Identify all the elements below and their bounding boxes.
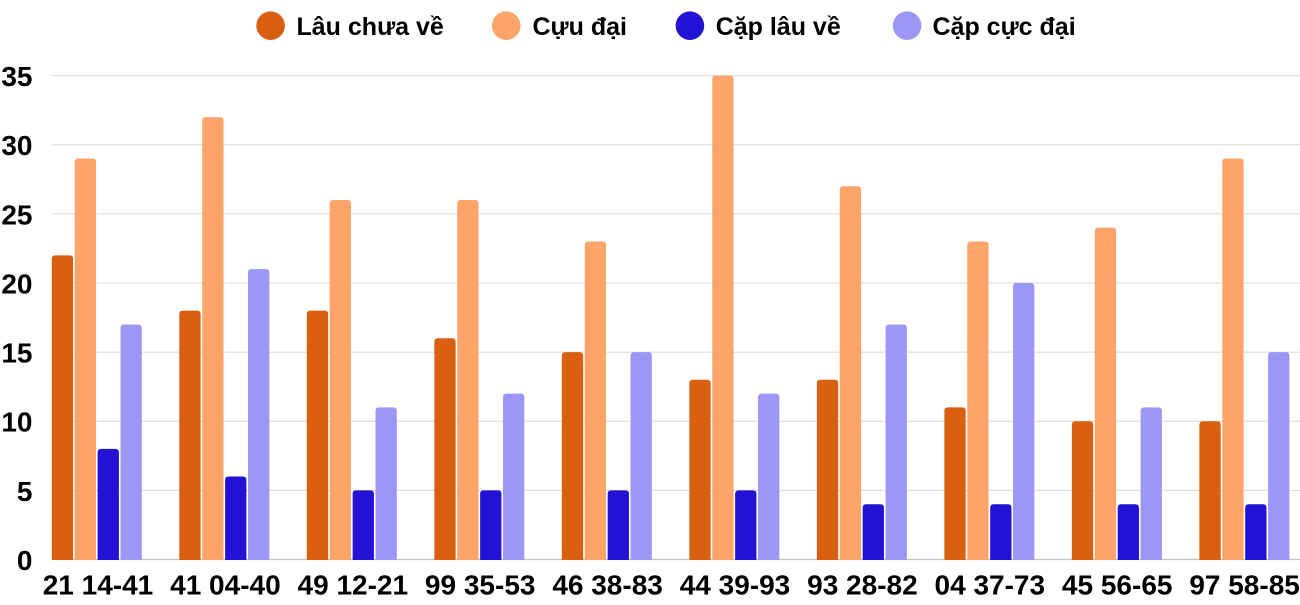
svg-text:Cặp lâu về: Cặp lâu về (716, 13, 841, 41)
svg-text:10: 10 (1, 407, 32, 438)
svg-text:15: 15 (1, 338, 32, 369)
svg-text:45 56-65: 45 56-65 (1062, 570, 1173, 601)
svg-text:0: 0 (17, 545, 33, 576)
svg-text:20: 20 (1, 268, 32, 299)
svg-text:46 38-83: 46 38-83 (552, 570, 663, 601)
svg-text:Cựu đại: Cựu đại (533, 13, 628, 41)
svg-text:30: 30 (1, 130, 32, 161)
svg-text:41 04-40: 41 04-40 (170, 570, 281, 601)
svg-text:5: 5 (17, 476, 33, 507)
svg-text:04 37-73: 04 37-73 (935, 570, 1046, 601)
svg-text:99 35-53: 99 35-53 (425, 570, 536, 601)
svg-text:Lâu chưa về: Lâu chưa về (297, 13, 444, 41)
svg-text:97 58-85: 97 58-85 (1189, 570, 1300, 601)
svg-text:25: 25 (1, 199, 32, 230)
svg-text:Cặp cực đại: Cặp cực đại (933, 13, 1076, 41)
svg-text:93 28-82: 93 28-82 (807, 570, 918, 601)
svg-text:49 12-21: 49 12-21 (298, 570, 409, 601)
svg-text:35: 35 (1, 61, 32, 92)
svg-text:44 39-93: 44 39-93 (680, 570, 791, 601)
svg-text:21 14-41: 21 14-41 (43, 570, 154, 601)
